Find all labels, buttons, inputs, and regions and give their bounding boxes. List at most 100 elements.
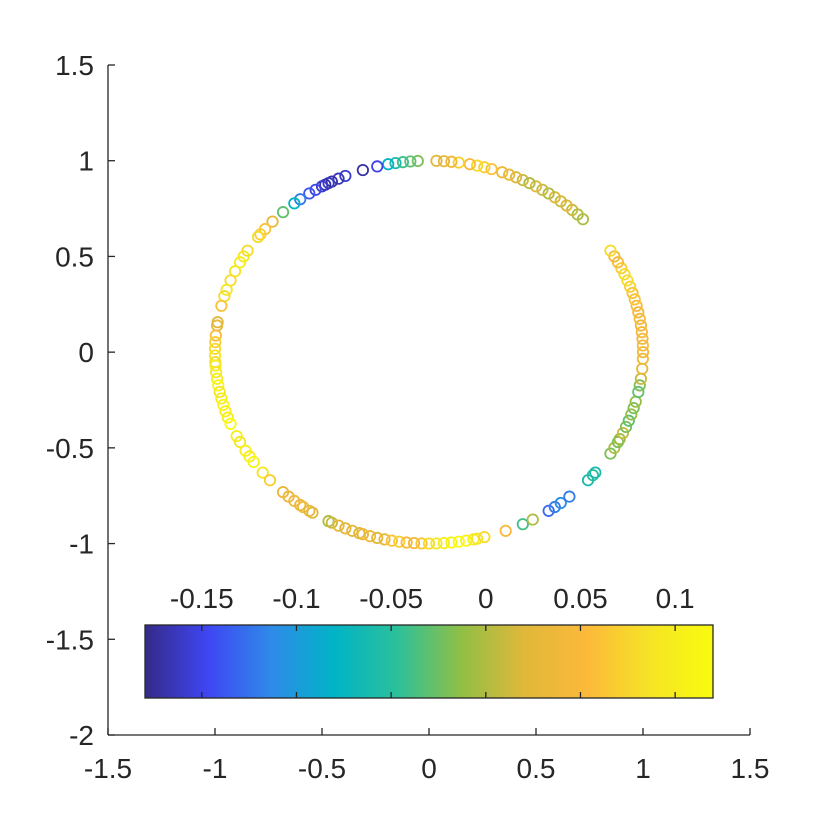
scatter-point bbox=[478, 161, 491, 174]
scatter-point bbox=[634, 319, 648, 332]
x-tick-label: 0.5 bbox=[517, 753, 556, 784]
scatter-point bbox=[346, 524, 359, 537]
scatter-point bbox=[633, 379, 646, 392]
scatter-point bbox=[635, 326, 648, 339]
scatter-point bbox=[212, 379, 225, 392]
scatter-point bbox=[634, 372, 648, 385]
scatter-point bbox=[471, 532, 484, 545]
scatter-point bbox=[616, 426, 630, 440]
scatter-point bbox=[209, 329, 222, 342]
scatter-points bbox=[208, 154, 650, 550]
scatter-point bbox=[636, 339, 649, 352]
scatter-point bbox=[627, 402, 640, 415]
colorbar-tick-label: 0 bbox=[478, 583, 494, 614]
scatter-point bbox=[509, 171, 523, 184]
scatter-point bbox=[309, 183, 322, 196]
scatter-point bbox=[622, 414, 635, 427]
x-tick-label: 1 bbox=[635, 753, 651, 784]
scatter-point bbox=[563, 490, 576, 503]
scatter-point bbox=[437, 537, 451, 550]
scatter-point bbox=[632, 385, 645, 399]
scatter-point bbox=[288, 197, 301, 210]
scatter-point bbox=[445, 536, 458, 549]
scatter-point bbox=[332, 172, 345, 185]
scatter-point bbox=[276, 206, 290, 219]
x-tick-label: 0 bbox=[421, 753, 437, 784]
x-tick-label: 1.5 bbox=[731, 753, 770, 784]
scatter-point bbox=[630, 299, 643, 312]
scatter-point bbox=[208, 342, 222, 355]
scatter-point bbox=[389, 156, 402, 170]
scatter-point bbox=[471, 159, 484, 172]
y-tick-label: 0.5 bbox=[55, 241, 94, 272]
colorbar-tick-label: 0.1 bbox=[656, 583, 695, 614]
scatter-point bbox=[615, 262, 628, 275]
scatter-point bbox=[396, 156, 410, 169]
colorbar-tick-label: -0.15 bbox=[170, 583, 234, 614]
scatter-point bbox=[233, 256, 247, 269]
scatter-point bbox=[516, 518, 529, 531]
scatter-point bbox=[371, 531, 384, 544]
scatter-point bbox=[378, 533, 391, 546]
scatter-point bbox=[437, 155, 451, 168]
scatter-point bbox=[233, 435, 247, 449]
y-tick-label: -0.5 bbox=[46, 433, 94, 464]
scatter-point bbox=[210, 366, 223, 379]
scatter-point bbox=[632, 306, 645, 319]
scatter-point bbox=[371, 160, 384, 173]
scatter-point bbox=[215, 299, 228, 312]
scatter-point bbox=[496, 166, 509, 179]
colorbar-tick-label: -0.1 bbox=[272, 583, 320, 614]
y-axis-ticks: 1.5 1 0.5 0 -0.5 -1 -1.5 -2 bbox=[46, 50, 115, 751]
scatter-point bbox=[363, 530, 377, 543]
y-tick-label: -1 bbox=[69, 529, 94, 560]
scatter-point bbox=[613, 432, 626, 446]
scatter-point bbox=[400, 536, 413, 549]
colorbar-tick-label: 0.05 bbox=[553, 583, 608, 614]
scatter-point bbox=[247, 455, 260, 469]
scatter-point bbox=[499, 524, 512, 537]
scatter-point bbox=[221, 411, 235, 424]
scatter-point bbox=[404, 155, 417, 168]
scatter-point bbox=[542, 187, 555, 200]
scatter-point bbox=[356, 528, 369, 541]
x-tick-label: -1 bbox=[203, 753, 228, 784]
scatter-point bbox=[339, 169, 352, 183]
scatter-point bbox=[297, 500, 310, 514]
scatter-point bbox=[485, 162, 498, 176]
y-tick-label: 1 bbox=[78, 146, 94, 177]
scatter-point bbox=[217, 398, 230, 412]
scatter-point bbox=[407, 537, 421, 550]
scatter-point bbox=[548, 191, 561, 204]
scatter-point bbox=[356, 163, 369, 177]
scatter-point bbox=[523, 177, 536, 190]
scatter-point bbox=[411, 154, 424, 168]
scatter-point bbox=[445, 155, 458, 168]
scatter-point bbox=[542, 504, 555, 517]
scatter-point bbox=[452, 535, 465, 548]
scatter-point bbox=[224, 417, 237, 430]
scatter-point bbox=[382, 158, 395, 171]
scatter-point bbox=[589, 466, 602, 479]
scatter-point bbox=[625, 408, 638, 421]
scatter-point bbox=[452, 156, 465, 169]
scatter-point bbox=[636, 362, 649, 375]
scatter-point bbox=[636, 346, 650, 359]
colorbar-tick-label: -0.05 bbox=[359, 583, 423, 614]
scatter-point bbox=[422, 537, 436, 550]
x-tick-label: -0.5 bbox=[298, 753, 346, 784]
scatter-point bbox=[460, 534, 473, 547]
scatter-point bbox=[306, 506, 319, 519]
axes: 1.510.50-0.5-1-1.5-2 -1.5 -1 -0.5 0 0.5 1 1.5 bbox=[46, 50, 770, 784]
scatter-point bbox=[219, 405, 232, 418]
scatter-point bbox=[636, 332, 649, 345]
colorbar: -0.15 -0.1 -0.05 0 0.05 0.1 bbox=[144, 583, 714, 699]
scatter-point bbox=[536, 183, 549, 196]
scatter-point bbox=[463, 158, 476, 171]
scatter-point bbox=[393, 535, 406, 548]
scatter-point bbox=[430, 537, 443, 550]
x-axis-ticks: -1.5 -1 -0.5 0 0.5 1 1.5 bbox=[84, 728, 770, 784]
scatter-point bbox=[215, 392, 228, 405]
x-tick-label: -1.5 bbox=[84, 753, 132, 784]
y-tick-label: -1.5 bbox=[46, 624, 94, 655]
